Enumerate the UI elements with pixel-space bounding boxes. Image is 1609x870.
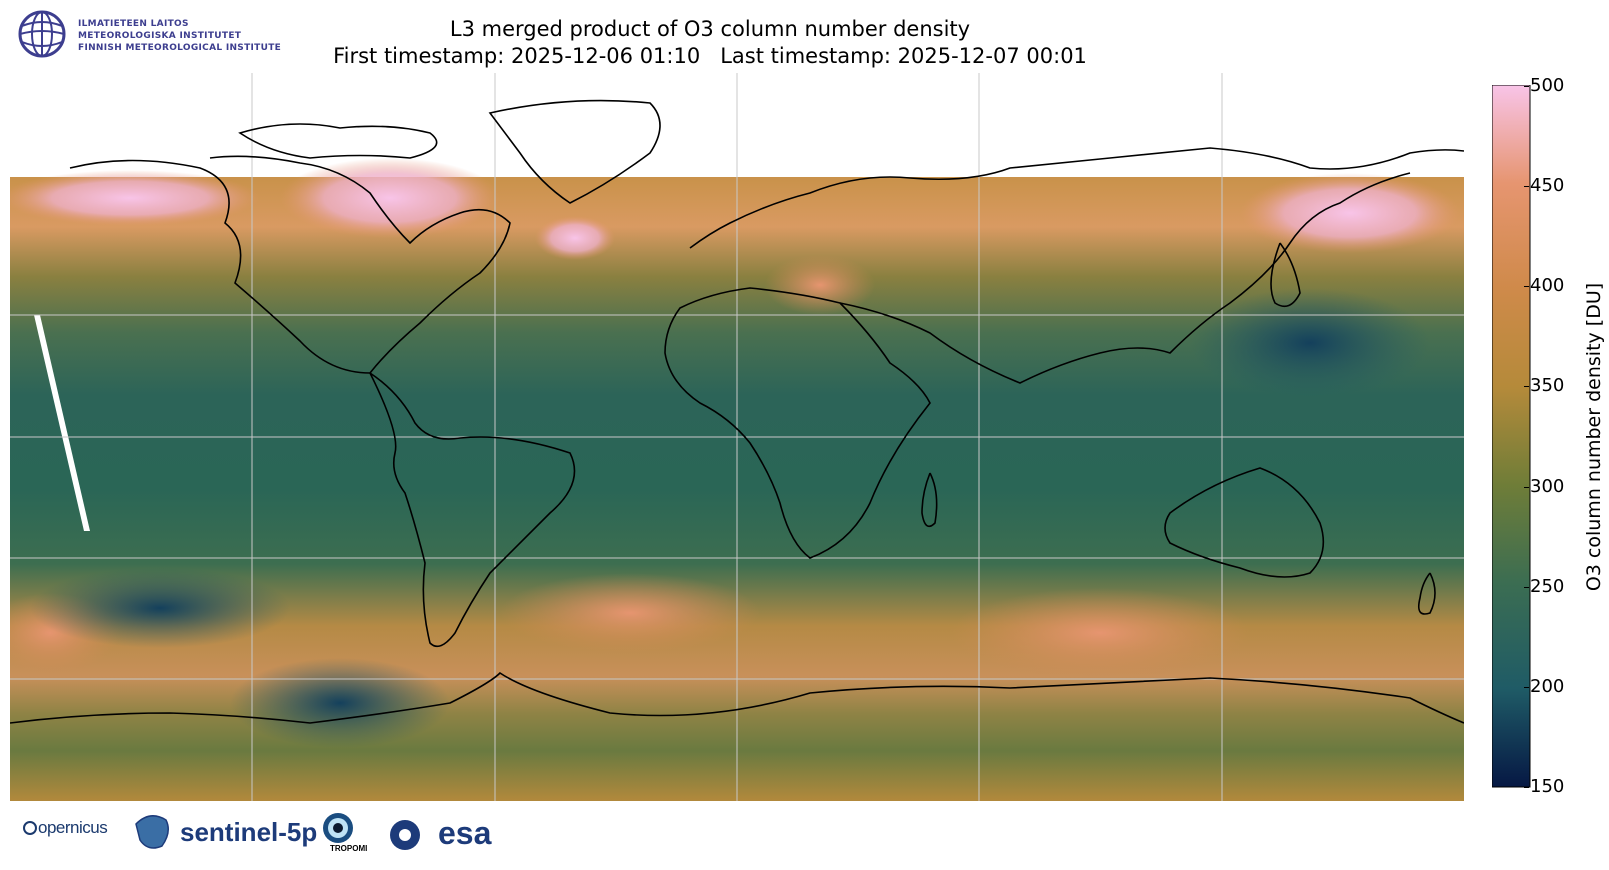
colorbar-tick: 200 bbox=[1523, 676, 1565, 697]
colorbar-label: O3 column number density [DU] bbox=[1583, 282, 1605, 592]
institute-line: METEOROLOGISKA INSTITUTET bbox=[78, 31, 242, 41]
coastlines bbox=[10, 99, 1464, 724]
ozone-map bbox=[10, 73, 1464, 801]
colorbar-ticks: 500 450 400 350 300 250 200 150 bbox=[1523, 77, 1580, 796]
copernicus-text: opernicus bbox=[38, 818, 108, 837]
high-ozone-patch bbox=[280, 158, 500, 238]
missing-swath bbox=[34, 315, 90, 531]
coastline-asia bbox=[839, 172, 1411, 384]
coastline-africa bbox=[664, 287, 931, 559]
high-ozone-patch bbox=[950, 588, 1250, 678]
tropomi-eye-icon bbox=[318, 812, 358, 850]
low-ozone-patch bbox=[1190, 288, 1430, 398]
colorbar-tick: 450 bbox=[1523, 175, 1565, 196]
sentinel-5p-logo: sentinel-5p bbox=[180, 817, 318, 847]
copernicus-logo: opernicus bbox=[22, 818, 108, 838]
high-ozone-patch bbox=[10, 170, 260, 226]
title-line-1: L3 merged product of O3 column number de… bbox=[449, 17, 971, 41]
esa-icon-wrap bbox=[388, 818, 422, 856]
high-ozone-patch bbox=[1240, 173, 1460, 253]
plot-title: L3 merged product of O3 column number de… bbox=[300, 16, 1120, 70]
footer-logos: opernicus sentinel-5p TROPOMI esa bbox=[20, 812, 500, 868]
copernicus-icon bbox=[23, 821, 37, 835]
title-line-2: First timestamp: 2025-12-06 01:10 Last t… bbox=[333, 44, 1087, 68]
colorbar-tick: 350 bbox=[1523, 375, 1565, 396]
fmi-logo: ILMATIETEEN LAITOS METEOROLOGISKA INSTIT… bbox=[18, 10, 298, 60]
tropomi-text: TROPOMI bbox=[330, 844, 368, 853]
colorbar-tick: 400 bbox=[1523, 275, 1565, 296]
ozone-map-svg bbox=[10, 73, 1464, 801]
coastline-south-america bbox=[369, 372, 576, 648]
esa-icon bbox=[390, 820, 420, 850]
colorbar-tick: 250 bbox=[1523, 576, 1565, 597]
coastline-north-america bbox=[69, 155, 511, 374]
sentinel-satellite-icon bbox=[132, 812, 174, 856]
coastline-australia bbox=[1164, 467, 1325, 578]
eye-icon bbox=[323, 813, 353, 843]
high-ozone-patch bbox=[535, 216, 615, 260]
low-ozone-patch bbox=[30, 568, 290, 648]
coastline-japan bbox=[1270, 242, 1301, 308]
coastline-antarctica bbox=[10, 671, 1464, 724]
satellite-icon bbox=[135, 815, 169, 849]
coastline-madagascar bbox=[921, 472, 938, 528]
colorbar-tick: 500 bbox=[1523, 75, 1565, 96]
fmi-institute-name: ILMATIETEEN LAITOS METEOROLOGISKA INSTIT… bbox=[78, 18, 281, 54]
fmi-globe-icon bbox=[18, 10, 66, 58]
high-ozone-patch bbox=[500, 573, 760, 653]
coastline-greenland bbox=[488, 99, 661, 204]
coastline-arctic-islands bbox=[238, 123, 438, 159]
institute-line: ILMATIETEEN LAITOS bbox=[78, 19, 189, 29]
high-ozone-patch bbox=[765, 255, 875, 315]
colorbar-gradient bbox=[1492, 85, 1531, 788]
low-ozone-patch bbox=[230, 658, 450, 748]
colorbar-tick: 150 bbox=[1523, 776, 1565, 797]
esa-logo: esa bbox=[438, 815, 492, 851]
coastline-new-zealand bbox=[1417, 572, 1436, 615]
colorbar bbox=[1492, 85, 1531, 788]
coastline-europe bbox=[689, 147, 1464, 249]
institute-line: FINNISH METEOROLOGICAL INSTITUTE bbox=[78, 43, 282, 53]
colorbar-tick: 300 bbox=[1523, 476, 1565, 497]
